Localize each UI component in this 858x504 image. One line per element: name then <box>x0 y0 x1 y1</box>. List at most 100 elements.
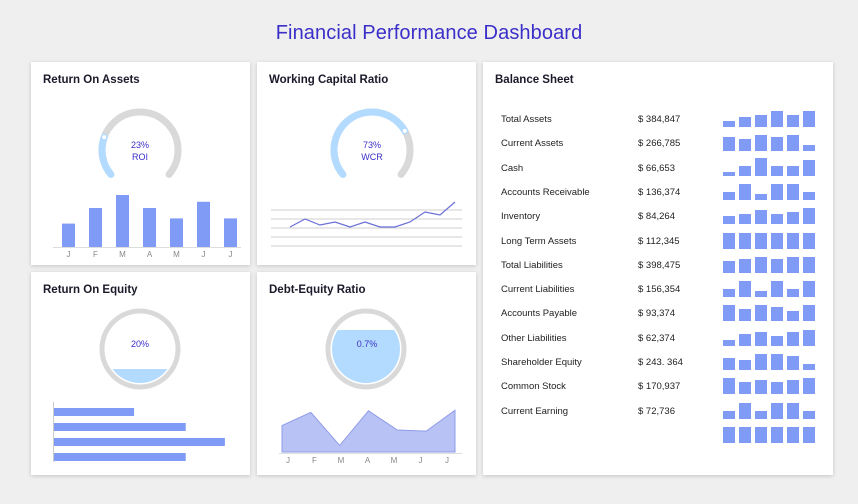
sparkline-bar <box>787 402 799 419</box>
roe-gauge <box>99 308 181 390</box>
der-value: 0.7% <box>356 339 378 349</box>
sparkline-bar <box>739 183 751 200</box>
sparkline-bar <box>723 378 735 395</box>
roa-kpi: 23% ROI <box>110 139 170 163</box>
balance-sheet-label: Current Assets <box>501 138 564 150</box>
roa-title: Return On Assets <box>43 74 140 86</box>
wcr-gauge-fill <box>330 108 409 178</box>
sparkline-bar <box>755 232 767 249</box>
sparkline-bar <box>755 331 767 346</box>
sparkline-bar <box>787 426 799 443</box>
der-tick-label: J <box>445 456 449 465</box>
roa-gauge-fill <box>98 133 115 178</box>
balance-sheet-label: Shareholder Equity <box>501 357 582 368</box>
roe-value: 20% <box>130 339 149 349</box>
wcr-label: WCR <box>361 152 383 162</box>
sparkline-bar <box>771 402 783 419</box>
balance-sheet-sparkline <box>723 111 815 127</box>
balance-sheet-label: Accounts Payable <box>501 308 578 320</box>
der-gauge <box>325 308 407 390</box>
sparkline-bar <box>771 382 783 395</box>
balance-sheet-row: Shareholder Equity $ 243. 364 <box>483 354 833 372</box>
balance-sheet-label: Total Liabilities <box>501 259 563 271</box>
sparkline-bar <box>771 183 783 200</box>
sparkline-bar <box>723 339 735 346</box>
sparkline-bar <box>723 232 735 249</box>
sparkline-bar <box>739 281 751 298</box>
sparkline-bar <box>787 256 799 273</box>
sparkline-bar <box>755 410 767 419</box>
balance-sheet-sparkline <box>723 402 815 419</box>
sparkline-bar <box>739 214 751 225</box>
sparkline-bar <box>723 410 735 419</box>
der-card: Debt-Equity Ratio 0.7% J F M A M J J <box>257 272 476 475</box>
sparkline-bar <box>771 335 783 346</box>
balance-sheet-label: Common Stock <box>501 381 566 393</box>
balance-sheet-sparkline <box>723 208 815 225</box>
sparkline-bar <box>787 232 799 249</box>
roa-gauge-knob <box>101 134 108 141</box>
sparkline-bar <box>803 329 815 346</box>
balance-sheet-value: $ 398,475 <box>638 259 681 271</box>
gauge-ring <box>99 308 181 390</box>
roa-label: ROI <box>131 152 148 162</box>
roa-value: 23% <box>130 140 149 150</box>
balance-sheet-value: $ 62,374 <box>638 332 675 344</box>
sparkline-bar <box>739 382 751 395</box>
wcr-gauge-knob <box>401 127 408 134</box>
sparkline-bar <box>803 232 815 249</box>
gauge-fill <box>332 330 400 383</box>
roe-bar <box>54 453 186 461</box>
balance-sheet-value: $ 384,847 <box>638 114 681 125</box>
balance-sheet-value: $ 72,736 <box>638 405 675 417</box>
roa-bar <box>197 201 210 247</box>
balance-sheet-sparkline <box>723 256 815 273</box>
balance-sheet-row: Cash $ 66,653 <box>483 157 833 178</box>
sparkline-bar <box>803 208 815 225</box>
wcr-gauge <box>330 108 414 178</box>
balance-sheet-value: $ 112,345 <box>638 235 680 247</box>
sparkline-bar <box>723 426 735 443</box>
wcr-kpi: 73% WCR <box>342 139 402 163</box>
sparkline-bar <box>771 137 783 152</box>
balance-sheet-row: Long Term Assets $ 112,345 <box>483 232 833 251</box>
sparkline-bar <box>755 305 767 322</box>
balance-sheet-sparkline <box>723 232 815 249</box>
sparkline-bar <box>739 232 751 249</box>
sparkline-bar <box>771 232 783 249</box>
sparkline-bar <box>739 139 751 152</box>
wcr-card: Working Capital Ratio 73% WCR <box>257 62 476 265</box>
balance-sheet-label: Long Term Assets <box>501 235 577 247</box>
balance-sheet-value: $ 243. 364 <box>638 357 683 368</box>
roe-hbar-chart <box>53 402 225 462</box>
balance-sheet-value: $ 136,374 <box>638 186 681 198</box>
sparkline-bar <box>803 159 815 176</box>
roa-gauge <box>98 108 182 178</box>
sparkline-bar <box>723 216 735 225</box>
sparkline-bar <box>787 115 799 127</box>
sparkline-bar <box>771 214 783 225</box>
sparkline-bar <box>755 157 767 176</box>
sparkline-bar <box>755 426 767 443</box>
balance-sheet-sparkline <box>723 354 815 370</box>
balance-sheet-row: Accounts Payable $ 93,374 <box>483 305 833 323</box>
roe-title: Return On Equity <box>43 284 138 296</box>
roa-bar-chart <box>53 195 241 248</box>
balance-sheet-row: Current Assets $ 266,785 <box>483 135 833 153</box>
der-area <box>281 409 456 453</box>
roe-bar <box>54 438 225 446</box>
sparkline-bar <box>771 165 783 176</box>
wcr-title: Working Capital Ratio <box>269 74 389 86</box>
der-tick-label: A <box>364 456 371 465</box>
sparkline-bar <box>771 258 783 273</box>
balance-sheet-row: Accounts Receivable $ 136,374 <box>483 183 833 202</box>
sparkline-bar <box>787 135 799 152</box>
sparkline-bar <box>723 260 735 273</box>
sparkline-bar <box>739 426 751 443</box>
roa-tick-label: J <box>201 250 206 259</box>
roa-bar <box>143 208 156 247</box>
sparkline-bar <box>787 289 799 298</box>
sparkline-bar <box>803 191 815 200</box>
balance-sheet-label: Cash <box>501 162 524 174</box>
sparkline-bar <box>755 354 767 370</box>
